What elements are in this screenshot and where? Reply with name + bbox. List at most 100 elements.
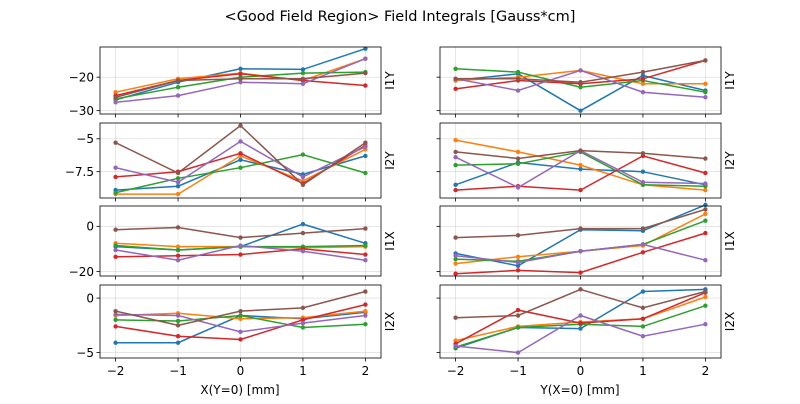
data-point bbox=[363, 289, 368, 294]
data-point bbox=[175, 176, 181, 181]
data-point bbox=[363, 140, 368, 145]
data-point bbox=[175, 313, 181, 318]
data-point bbox=[703, 202, 708, 208]
data-point bbox=[703, 156, 708, 161]
data-point bbox=[703, 303, 708, 308]
data-point bbox=[578, 326, 583, 331]
data-point bbox=[113, 95, 118, 100]
data-point bbox=[578, 248, 583, 254]
data-point bbox=[515, 350, 521, 355]
data-point bbox=[640, 169, 646, 174]
data-point bbox=[113, 312, 118, 317]
data-point bbox=[113, 227, 118, 232]
data-point bbox=[238, 151, 243, 156]
data-point bbox=[453, 187, 458, 193]
data-point bbox=[515, 263, 521, 269]
data-point bbox=[453, 338, 458, 343]
data-point bbox=[703, 95, 708, 100]
y-tick-label: 0 bbox=[86, 291, 94, 305]
data-point bbox=[515, 260, 521, 265]
data-point bbox=[640, 250, 646, 255]
x-tick-label: 1 bbox=[639, 364, 647, 378]
data-point bbox=[703, 81, 708, 87]
x-tick-label: 2 bbox=[702, 364, 710, 378]
data-point bbox=[453, 137, 458, 143]
data-point bbox=[300, 320, 306, 326]
y-tick-label: 0 bbox=[86, 220, 94, 234]
data-point bbox=[238, 308, 243, 314]
data-point bbox=[300, 174, 306, 180]
data-point bbox=[300, 70, 306, 76]
data-point bbox=[578, 313, 583, 318]
data-point bbox=[113, 247, 118, 253]
data-point bbox=[453, 66, 458, 71]
data-point bbox=[363, 70, 368, 76]
data-point bbox=[238, 337, 243, 342]
data-point bbox=[113, 174, 118, 180]
data-point bbox=[453, 256, 458, 262]
data-point bbox=[453, 253, 458, 258]
y-tick-label: −30 bbox=[69, 104, 94, 118]
subplot-i2x-right: −2 −1 0 1 2 I2X bbox=[436, 284, 737, 378]
data-point bbox=[515, 233, 521, 238]
data-point bbox=[175, 340, 181, 345]
x-tick-label: 2 bbox=[362, 364, 370, 378]
data-point bbox=[363, 243, 368, 248]
data-point bbox=[515, 76, 521, 82]
data-point bbox=[113, 190, 118, 195]
data-point bbox=[238, 235, 243, 240]
data-point bbox=[113, 243, 118, 248]
subplot-i2y-right: I2Y bbox=[436, 122, 737, 202]
data-point bbox=[453, 149, 458, 155]
data-point bbox=[300, 230, 306, 236]
data-point bbox=[175, 323, 181, 328]
data-point bbox=[640, 305, 646, 311]
data-point bbox=[175, 257, 181, 263]
data-point bbox=[238, 71, 243, 77]
data-point bbox=[175, 334, 181, 339]
data-point bbox=[640, 316, 646, 321]
data-point bbox=[578, 320, 583, 326]
data-point bbox=[703, 181, 708, 186]
data-point bbox=[238, 165, 243, 170]
data-point bbox=[113, 324, 118, 329]
data-point bbox=[453, 86, 458, 92]
data-point bbox=[703, 289, 708, 294]
data-point bbox=[300, 248, 306, 254]
data-point bbox=[175, 191, 181, 197]
data-point bbox=[363, 313, 368, 318]
data-point bbox=[300, 76, 306, 82]
data-point bbox=[703, 257, 708, 263]
data-point bbox=[238, 123, 243, 128]
x-tick-label: −1 bbox=[509, 364, 527, 378]
data-point bbox=[363, 322, 368, 327]
data-point bbox=[363, 46, 368, 51]
data-point bbox=[703, 322, 708, 327]
data-point bbox=[640, 90, 646, 95]
data-point bbox=[515, 325, 521, 330]
y-tick-label: −7.5 bbox=[65, 165, 94, 179]
data-point bbox=[453, 162, 458, 168]
x-tick-label: 0 bbox=[577, 364, 585, 378]
data-point bbox=[453, 235, 458, 240]
data-point bbox=[175, 253, 181, 258]
data-point bbox=[363, 153, 368, 159]
data-point bbox=[363, 226, 368, 231]
row-label: I2Y bbox=[383, 151, 397, 170]
data-point bbox=[515, 161, 521, 166]
data-point bbox=[515, 268, 521, 273]
data-point bbox=[300, 305, 306, 311]
data-point bbox=[175, 85, 181, 90]
row-label: I2X bbox=[383, 312, 397, 331]
data-point bbox=[363, 308, 368, 314]
data-point bbox=[113, 340, 118, 345]
data-point bbox=[113, 90, 118, 95]
data-point bbox=[703, 187, 708, 193]
data-point bbox=[363, 252, 368, 257]
data-point bbox=[453, 182, 458, 188]
data-point bbox=[640, 289, 646, 294]
data-point bbox=[363, 257, 368, 263]
x-tick-label: 0 bbox=[237, 364, 245, 378]
data-point bbox=[453, 76, 458, 82]
